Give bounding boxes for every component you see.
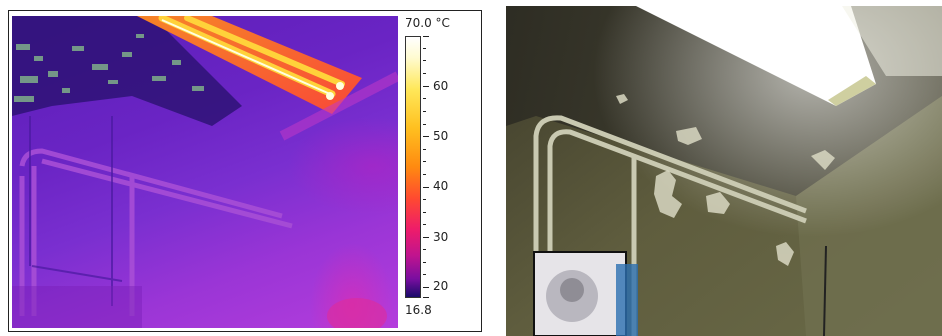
photo-scene: [506, 6, 942, 336]
warm-spot: [327, 298, 387, 328]
lamp-tube-2: [184, 16, 345, 87]
ceiling-cold-zone: [12, 16, 242, 126]
scale-tick-label: 60: [433, 79, 449, 93]
lit-ceiling: [842, 6, 942, 76]
lamp-end-1: [326, 92, 334, 100]
peeling-paint: [616, 94, 835, 266]
scale-tick-label: 20: [433, 279, 449, 293]
poster-strip: [616, 264, 638, 336]
scale-tick-label: 50: [433, 129, 449, 143]
thermal-image-panel: 70.0 °C 60 50 40 30 20 16.8: [8, 10, 482, 332]
scale-tick-label: 30: [433, 230, 449, 244]
lamp-tube-1-core: [161, 19, 331, 95]
ceiling-noise: [14, 34, 204, 102]
temperature-color-scale: [405, 36, 421, 298]
scale-max-label: 70.0 °C: [405, 16, 450, 30]
wall-seams: [29, 116, 123, 306]
lower-wall: [12, 286, 142, 328]
wall-wire: [823, 245, 827, 336]
visible-light-photo: [506, 6, 942, 336]
lamp-end-2: [336, 82, 344, 90]
poster-face: [560, 278, 584, 302]
lamp-end-cap: [828, 76, 876, 106]
thermal-scene: [12, 16, 398, 328]
scale-min-label: 16.8: [405, 303, 432, 317]
thermal-image: [12, 16, 398, 328]
lamp-housing: [137, 16, 362, 114]
fluorescent-lamp: [636, 6, 876, 106]
scale-tick-label: 40: [433, 179, 449, 193]
scale-ticks: [423, 36, 431, 298]
corner-edge: [279, 71, 398, 141]
